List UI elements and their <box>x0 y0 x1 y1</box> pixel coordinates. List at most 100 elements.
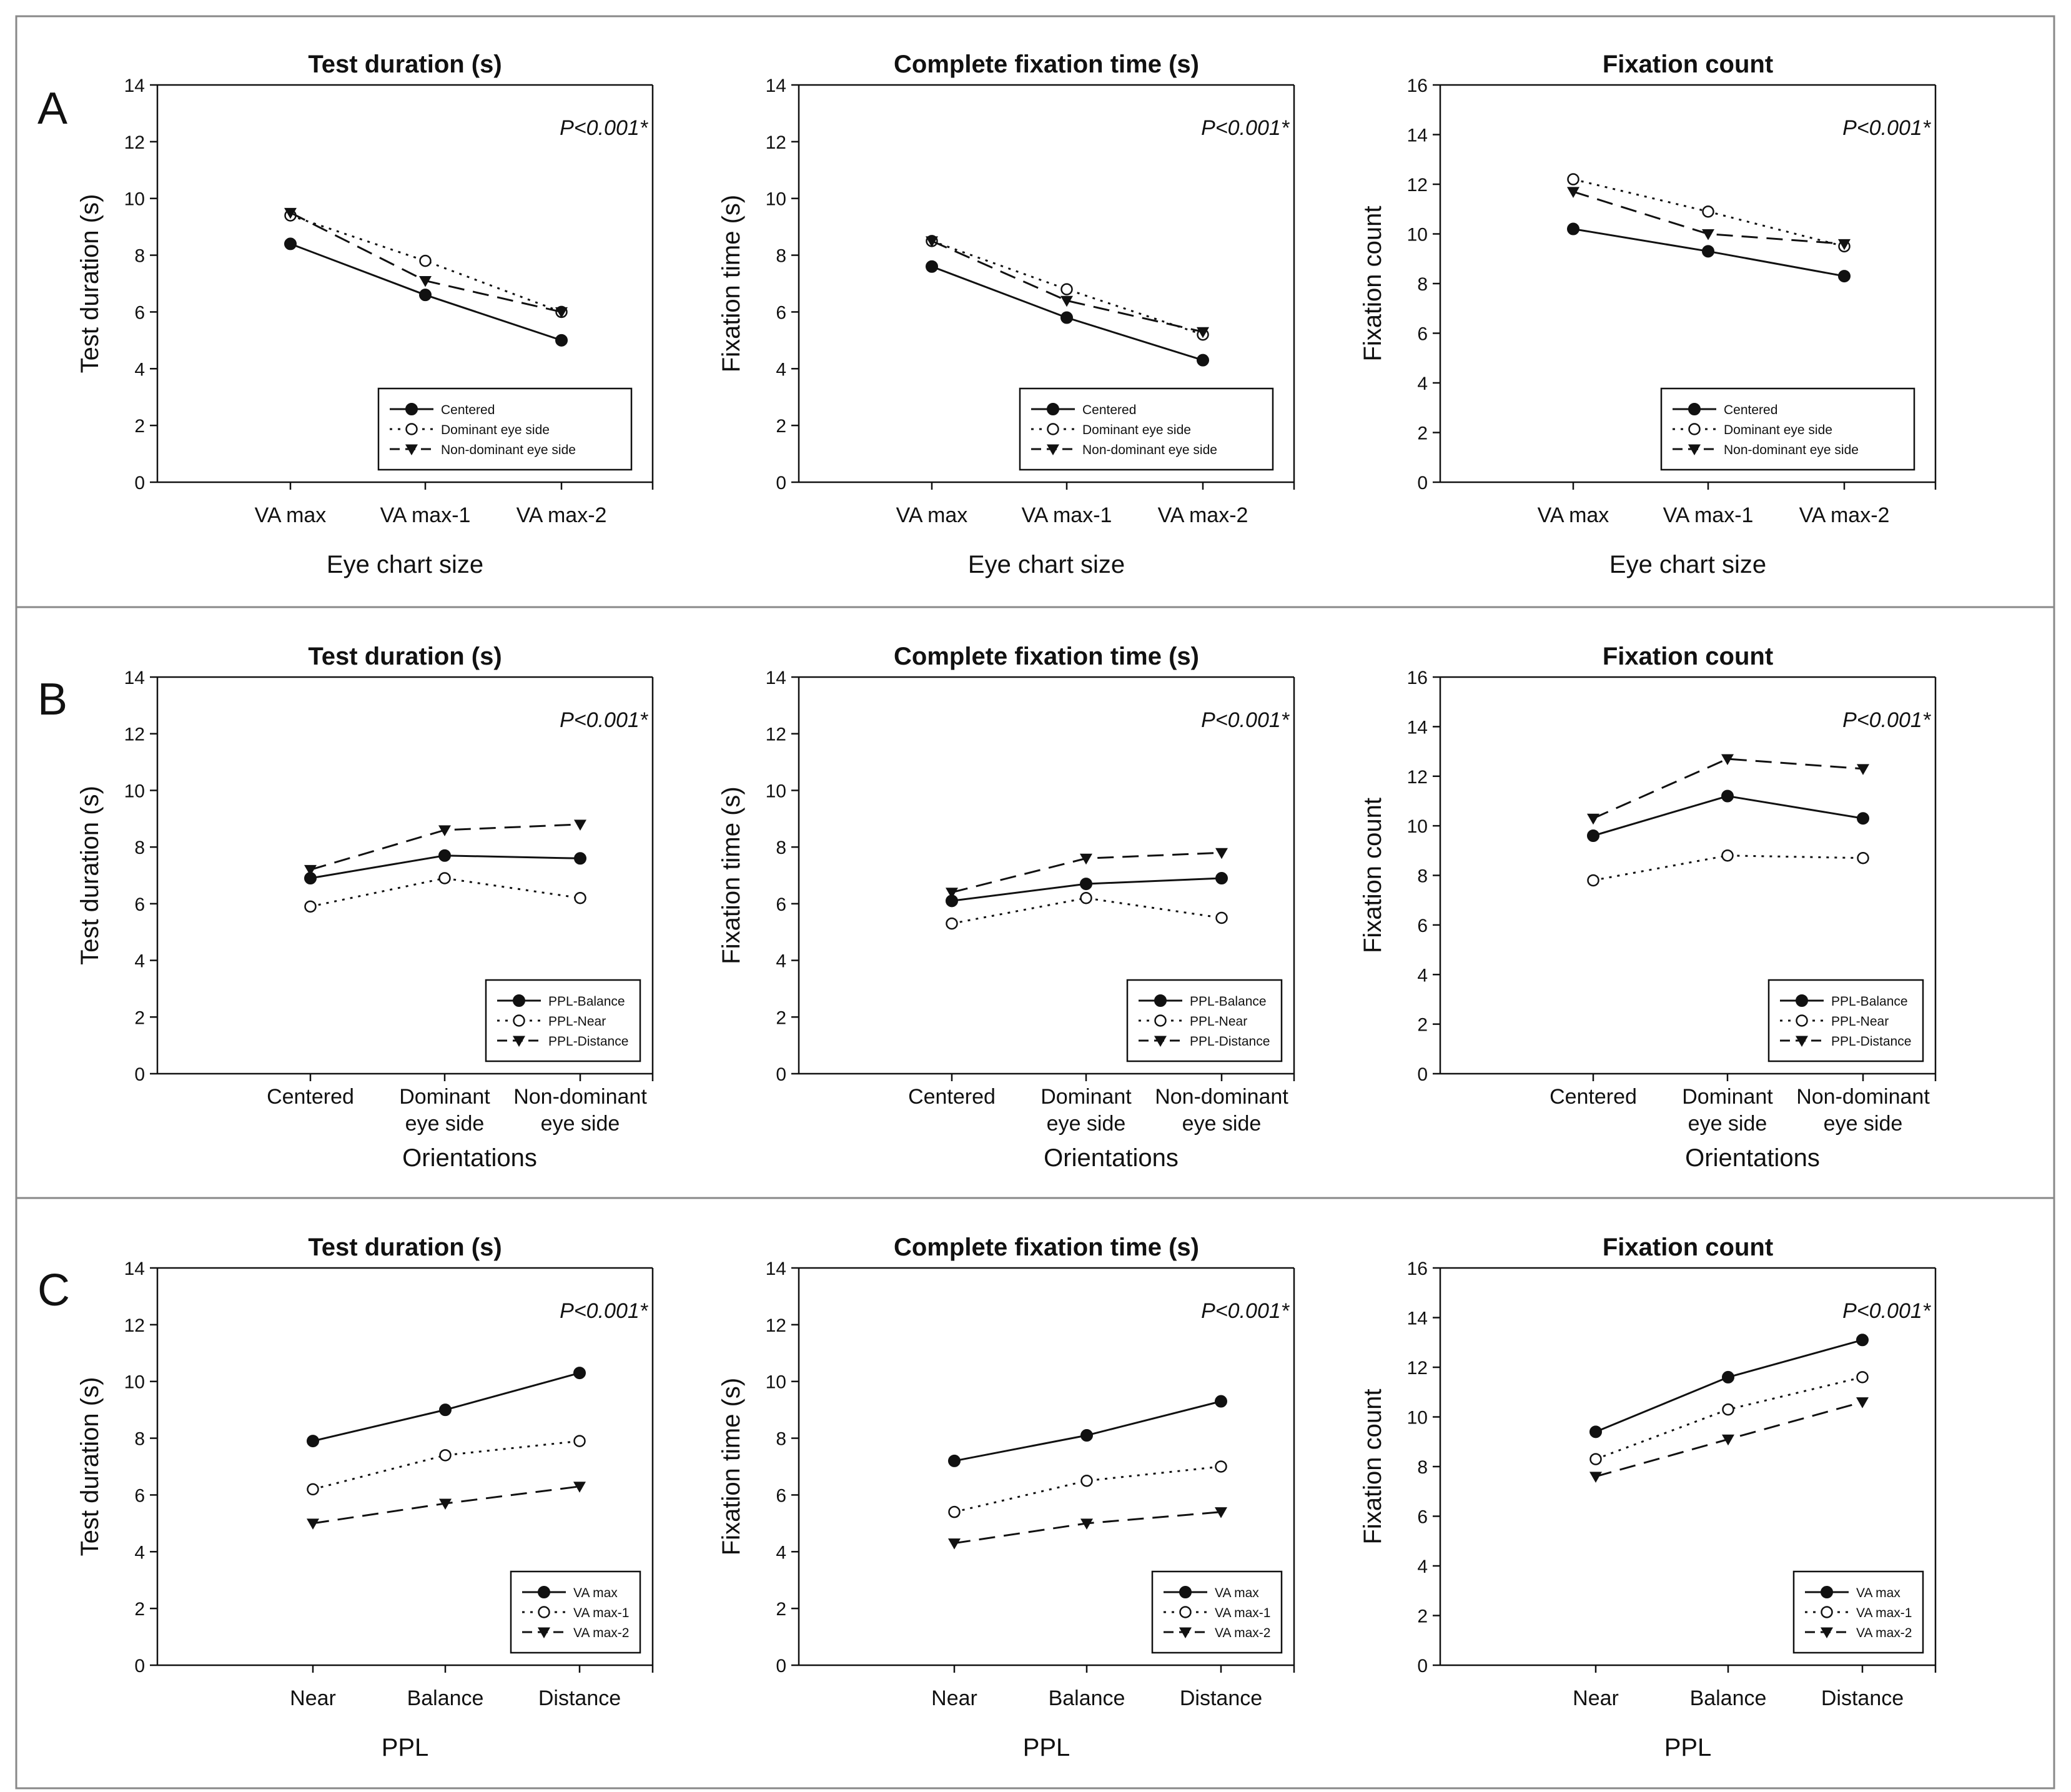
data-point <box>1821 1627 1833 1638</box>
x-tick-label: VA max <box>255 503 327 527</box>
data-point <box>1838 239 1851 250</box>
legend-label: PPL-Near <box>548 1014 606 1029</box>
p-value-annotation: P<0.001* <box>560 1299 649 1323</box>
data-point <box>1154 1036 1167 1047</box>
data-point <box>1838 270 1851 283</box>
chart-title: Test duration (s) <box>308 1234 502 1261</box>
x-tick-label: Centered <box>1550 1085 1637 1109</box>
data-point <box>1702 205 1714 218</box>
y-tick-label: 6 <box>776 302 786 323</box>
data-point <box>946 917 958 930</box>
data-point <box>574 819 586 831</box>
chart-title: Test duration (s) <box>308 51 502 78</box>
y-tick-label: 14 <box>1407 717 1428 738</box>
legend-label: PPL-Balance <box>1190 994 1267 1009</box>
data-point <box>1047 423 1059 435</box>
chart-title: Complete fixation time (s) <box>894 643 1199 670</box>
legend-box <box>1660 387 1915 471</box>
legend-label: Non-dominant eye side <box>1082 443 1217 457</box>
y-tick-label: 2 <box>1417 423 1428 444</box>
data-point <box>1722 1434 1734 1446</box>
data-point <box>1179 1627 1192 1638</box>
data-point <box>513 1036 525 1047</box>
y-tick-label: 6 <box>1417 324 1428 345</box>
chart-panel: Test duration (s) 0 2 4 6 8 10 12 14 Centered Domi… <box>76 643 654 1172</box>
series-line <box>1593 758 1864 819</box>
data-point <box>1589 1425 1602 1438</box>
data-point <box>1080 1429 1093 1442</box>
y-tick-label: 2 <box>134 1599 145 1620</box>
data-point <box>1197 354 1209 367</box>
y-tick-label: 8 <box>134 1429 145 1450</box>
legend-label: PPL-Distance <box>1831 1034 1911 1049</box>
data-point <box>1215 1507 1227 1518</box>
y-tick-label: 4 <box>134 359 145 380</box>
legend-label: VA max <box>573 1586 618 1600</box>
p-value-annotation: P<0.001* <box>1201 116 1290 140</box>
data-point <box>573 1482 586 1493</box>
p-value-annotation: P<0.001* <box>1201 708 1290 732</box>
x-axis-label: Orientations <box>1044 1144 1179 1172</box>
x-axis-label: Eye chart size <box>327 551 483 578</box>
data-point <box>1721 790 1734 803</box>
y-tick-label: 6 <box>1417 1507 1428 1528</box>
x-tick-label: Balance <box>407 1686 484 1710</box>
data-point <box>1215 1460 1227 1473</box>
data-point <box>1060 295 1073 307</box>
y-tick-label: 6 <box>134 302 145 323</box>
x-tick-label: Near <box>931 1686 977 1710</box>
data-point <box>1080 1518 1093 1530</box>
chart-panel: Fixation count 0 2 4 6 8 10 12 14 16 VA max VA max-… <box>1359 51 1937 578</box>
data-point <box>1856 1334 1869 1347</box>
y-tick-label: 12 <box>1407 767 1428 788</box>
chart-title: Complete fixation time (s) <box>894 51 1199 78</box>
y-tick-label: 14 <box>766 76 786 96</box>
y-tick-label: 12 <box>766 132 786 153</box>
x-axis-label: PPL <box>1664 1734 1712 1761</box>
data-point <box>1154 1014 1167 1027</box>
legend-label: VA max-1 <box>1856 1606 1912 1620</box>
data-point <box>1215 1395 1227 1408</box>
x-tick-label: VA max <box>1538 503 1609 527</box>
data-point <box>1080 878 1092 891</box>
x-tick-label: Balance <box>1049 1686 1125 1710</box>
y-tick-label: 4 <box>134 1542 145 1563</box>
data-point <box>948 1505 961 1518</box>
data-point <box>439 1449 452 1462</box>
y-tick-label: 10 <box>124 189 145 210</box>
data-point <box>405 403 418 415</box>
data-point <box>926 236 938 247</box>
y-tick-label: 14 <box>124 668 145 688</box>
data-point <box>1215 911 1228 924</box>
y-tick-label: 0 <box>776 1064 786 1085</box>
data-point <box>1080 1474 1093 1487</box>
data-point <box>1567 173 1579 186</box>
x-axis-label: Eye chart size <box>1609 551 1766 578</box>
y-axis-label: Test duration (s) <box>76 1377 104 1557</box>
data-point <box>1587 874 1599 887</box>
y-tick-label: 4 <box>776 951 786 972</box>
data-point <box>1567 187 1579 198</box>
chart-title: Fixation count <box>1603 51 1773 78</box>
y-tick-label: 14 <box>124 1259 145 1279</box>
data-point <box>1796 994 1808 1007</box>
p-value-annotation: P<0.001* <box>1201 1299 1290 1323</box>
y-tick-label: 12 <box>124 725 145 745</box>
y-tick-label: 14 <box>766 668 786 688</box>
x-tick-label: Dominant eye side <box>1682 1085 1773 1136</box>
legend-label: VA max-2 <box>1856 1626 1912 1640</box>
x-tick-label: VA max-1 <box>1022 503 1112 527</box>
data-point <box>1857 764 1869 775</box>
y-tick-label: 0 <box>134 1656 145 1676</box>
legend-label: Non-dominant eye side <box>1724 443 1859 457</box>
y-tick-label: 0 <box>134 473 145 493</box>
x-tick-label: Distance <box>1180 1686 1262 1710</box>
data-point <box>513 1014 525 1027</box>
data-point <box>1796 1036 1808 1047</box>
data-point <box>304 900 317 913</box>
legend-label: Centered <box>1724 403 1777 417</box>
chart-panel: Fixation count 0 2 4 6 8 10 12 14 16 Centered Domin… <box>1359 643 1937 1172</box>
p-value-annotation: P<0.001* <box>1842 708 1932 732</box>
row-letter-a: A <box>37 84 67 134</box>
y-tick-label: 2 <box>776 416 786 437</box>
